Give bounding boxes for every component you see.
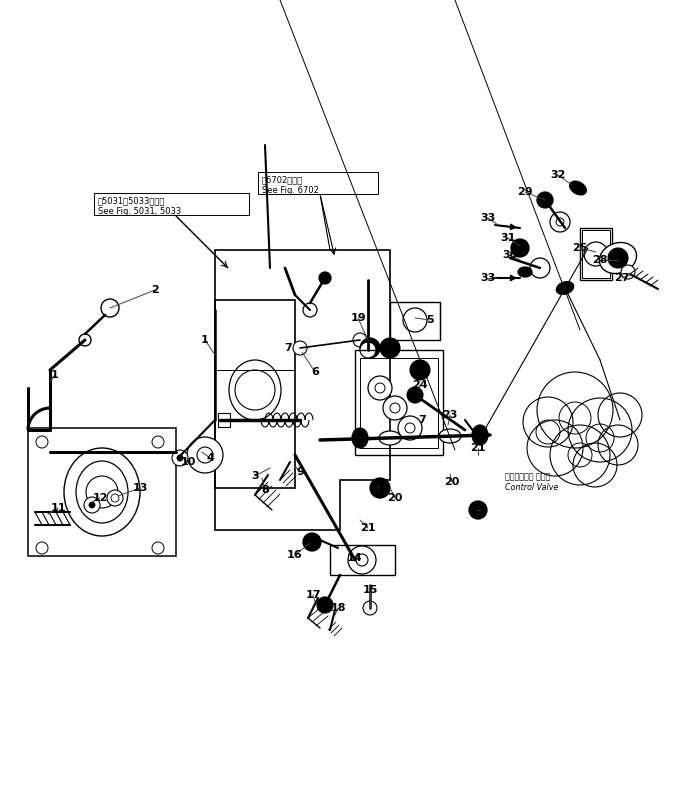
Circle shape <box>584 242 608 266</box>
Text: 30: 30 <box>502 250 517 260</box>
Text: 7: 7 <box>418 415 426 425</box>
Circle shape <box>469 501 487 519</box>
Ellipse shape <box>570 181 587 195</box>
Circle shape <box>368 376 392 400</box>
Text: 7: 7 <box>284 343 292 353</box>
Text: 12: 12 <box>92 493 108 503</box>
Text: 1: 1 <box>51 370 59 380</box>
Ellipse shape <box>439 429 461 443</box>
Circle shape <box>360 342 376 358</box>
Bar <box>215 300 295 488</box>
Bar <box>218 413 230 427</box>
Circle shape <box>353 333 367 347</box>
Text: 3: 3 <box>251 471 259 481</box>
Circle shape <box>403 308 427 332</box>
Text: 8: 8 <box>261 485 269 495</box>
Bar <box>582 230 610 278</box>
Circle shape <box>621 265 635 279</box>
Circle shape <box>363 601 377 615</box>
Text: 9: 9 <box>296 467 304 477</box>
Bar <box>330 545 395 575</box>
Circle shape <box>172 450 188 466</box>
Text: 33: 33 <box>480 213 496 223</box>
Circle shape <box>348 546 376 574</box>
Text: 21: 21 <box>471 443 485 453</box>
Text: 、6702図参照: 、6702図参照 <box>262 175 304 184</box>
Circle shape <box>303 533 321 551</box>
Text: 31: 31 <box>500 233 515 243</box>
Text: 32: 32 <box>557 283 572 293</box>
Text: 21: 21 <box>361 523 375 533</box>
Text: 28: 28 <box>592 255 608 265</box>
Text: 1: 1 <box>201 335 209 345</box>
Circle shape <box>293 341 307 355</box>
Circle shape <box>370 478 390 498</box>
Circle shape <box>84 497 100 513</box>
Text: 18: 18 <box>330 603 346 613</box>
Circle shape <box>317 597 333 613</box>
Circle shape <box>79 334 91 346</box>
Text: 5: 5 <box>426 315 434 325</box>
Circle shape <box>398 416 422 440</box>
Bar <box>355 350 443 455</box>
Text: Control Valve: Control Valve <box>505 483 558 492</box>
Ellipse shape <box>472 425 488 445</box>
Text: 6: 6 <box>414 390 422 400</box>
Circle shape <box>410 360 430 380</box>
Text: 24: 24 <box>412 380 428 390</box>
Text: See Fig. 6702: See Fig. 6702 <box>262 186 319 195</box>
Text: 10: 10 <box>181 457 196 467</box>
Ellipse shape <box>352 428 368 448</box>
Circle shape <box>530 258 550 278</box>
Text: 29: 29 <box>517 187 533 197</box>
Text: 16: 16 <box>287 550 303 560</box>
Text: See Fig. 5031, 5033: See Fig. 5031, 5033 <box>98 207 181 216</box>
Circle shape <box>380 338 400 358</box>
Bar <box>258 172 378 194</box>
Circle shape <box>107 490 123 506</box>
Ellipse shape <box>556 281 574 294</box>
Bar <box>360 358 438 448</box>
Bar <box>580 228 612 280</box>
Circle shape <box>550 212 570 232</box>
Text: 20: 20 <box>387 493 403 503</box>
Text: 20: 20 <box>444 477 460 487</box>
Text: 33: 33 <box>480 273 496 283</box>
Text: 32: 32 <box>550 170 566 180</box>
Text: 14: 14 <box>347 553 363 563</box>
Text: コントロール バルブ: コントロール バルブ <box>505 472 550 481</box>
Circle shape <box>511 239 529 257</box>
Text: 6: 6 <box>311 367 319 377</box>
Circle shape <box>360 338 380 358</box>
Text: 27: 27 <box>614 273 629 283</box>
Circle shape <box>187 437 223 473</box>
Circle shape <box>608 248 628 268</box>
Text: 25: 25 <box>572 243 588 253</box>
Text: 13: 13 <box>132 483 148 493</box>
Circle shape <box>319 272 331 284</box>
Text: 26: 26 <box>370 485 386 495</box>
Circle shape <box>101 299 119 317</box>
Text: 17: 17 <box>306 590 320 600</box>
Bar <box>94 193 249 215</box>
Text: 4: 4 <box>206 453 214 463</box>
Ellipse shape <box>518 267 532 277</box>
Text: 19: 19 <box>350 313 366 323</box>
Circle shape <box>383 396 407 420</box>
Text: 、5031、5033図参照: 、5031、5033図参照 <box>98 196 166 205</box>
Text: 23: 23 <box>442 410 458 420</box>
Text: 22: 22 <box>473 505 488 515</box>
Circle shape <box>537 192 553 208</box>
Circle shape <box>177 455 183 461</box>
Text: 2: 2 <box>151 285 159 295</box>
Ellipse shape <box>600 242 637 273</box>
Circle shape <box>89 502 95 508</box>
Bar <box>390 302 440 340</box>
Circle shape <box>407 387 423 403</box>
Circle shape <box>303 303 317 317</box>
Text: 15: 15 <box>363 585 378 595</box>
Bar <box>28 428 176 556</box>
Text: 11: 11 <box>50 503 66 513</box>
Ellipse shape <box>379 431 401 445</box>
